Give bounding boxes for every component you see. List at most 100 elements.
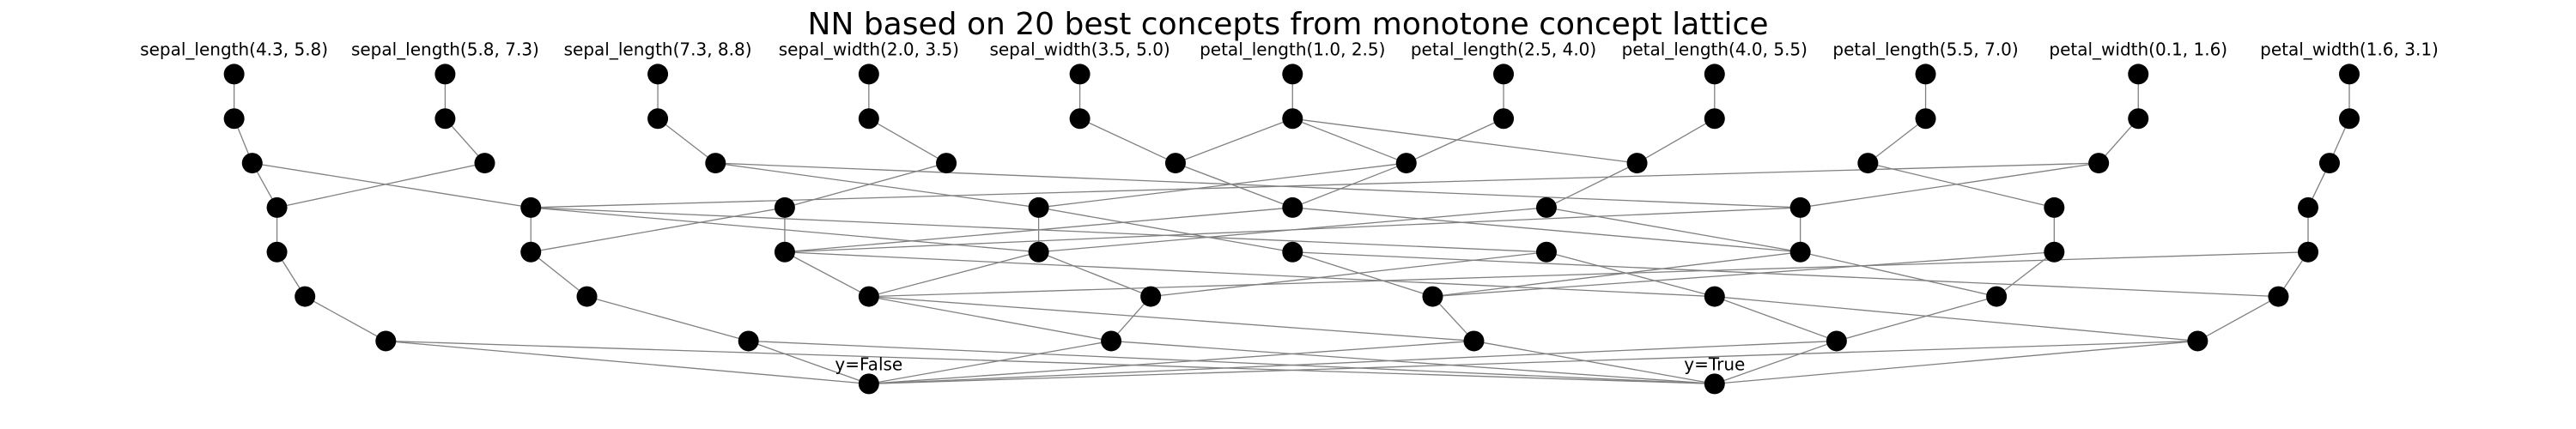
edge-d1-e1 <box>530 251 587 298</box>
edge-b2-c6 <box>715 162 1801 208</box>
edge-b2-c3 <box>715 162 1039 208</box>
edge-b8-c6 <box>1800 162 2099 208</box>
node-i5 <box>1282 63 1303 85</box>
edge-a2-b2 <box>657 118 716 164</box>
edge-e5-f5 <box>1714 295 2198 342</box>
edge-a5-b5 <box>1292 118 1406 164</box>
node-d3 <box>1028 241 1049 263</box>
node-b5 <box>1395 153 1417 174</box>
node-a6 <box>1493 108 1515 130</box>
edge-c5-d6 <box>1546 207 1801 253</box>
edge-d5-e5 <box>1546 251 1715 298</box>
edge-d6-e6 <box>1800 251 1997 298</box>
edge-a8-b7 <box>1867 118 1926 164</box>
node-d6 <box>1789 241 1811 263</box>
input-label-5: petal_length(1.0, 2.5) <box>1200 39 1385 59</box>
node-c0 <box>266 196 288 218</box>
edge-f5-oT <box>1714 340 2198 385</box>
node-d1 <box>520 241 542 263</box>
node-a10 <box>2339 108 2360 130</box>
node-e4 <box>1422 286 1443 307</box>
edge-c5-d3 <box>1038 207 1547 253</box>
node-i2 <box>647 63 669 85</box>
node-d8 <box>2298 241 2318 263</box>
edge-b5-c3 <box>1038 162 1406 208</box>
node-f3 <box>1463 330 1485 352</box>
node-d5 <box>1535 241 1557 263</box>
node-b3 <box>936 153 957 174</box>
edge-e6-f4 <box>1836 295 1997 342</box>
edge-f2-oT <box>1111 340 1715 385</box>
input-label-2: sepal_length(7.3, 8.8) <box>564 39 752 59</box>
node-f2 <box>1101 330 1122 352</box>
node-c5 <box>1535 196 1557 218</box>
node-f0 <box>375 330 397 352</box>
node-a7 <box>1704 108 1725 130</box>
edge-f5-oF <box>868 340 2198 385</box>
node-b8 <box>2088 153 2110 174</box>
edge-d4-e7 <box>1292 251 2279 298</box>
node-c2 <box>774 196 795 218</box>
node-a0 <box>223 108 245 130</box>
labels-layer: sepal_length(4.3, 5.8) sepal_length(5.8, … <box>140 39 2439 374</box>
input-label-6: petal_length(2.5, 4.0) <box>1411 39 1596 59</box>
node-b0 <box>241 153 263 174</box>
edge-d2-e5 <box>784 251 1715 298</box>
node-f1 <box>738 330 759 352</box>
edge-f1-oT <box>748 340 1715 385</box>
edge-d2-e2 <box>784 251 870 298</box>
node-i8 <box>1915 63 1936 85</box>
node-e0 <box>295 286 316 307</box>
node-e6 <box>1986 286 2008 307</box>
node-d2 <box>774 241 795 263</box>
node-b6 <box>1626 153 1648 174</box>
edge-f1-oF <box>748 340 870 384</box>
node-i4 <box>1069 63 1091 85</box>
input-label-1: sepal_length(5.8, 7.3) <box>351 39 539 59</box>
node-e7 <box>2268 286 2289 307</box>
edge-f0-oF <box>386 340 869 385</box>
node-i3 <box>858 63 879 85</box>
node-b9 <box>2318 153 2340 174</box>
node-i10 <box>2339 63 2360 85</box>
edge-f0-oT <box>386 340 1715 385</box>
edge-f2-oF <box>868 340 1112 385</box>
node-c8 <box>2298 196 2318 218</box>
node-oT <box>1704 373 1725 395</box>
node-a3 <box>858 108 879 130</box>
node-e2 <box>858 286 879 307</box>
edge-f4-oF <box>868 340 1837 385</box>
edge-a4-b4 <box>1079 118 1176 164</box>
edge-a3-b3 <box>868 118 947 164</box>
edge-d7-e6 <box>1996 251 2055 298</box>
input-label-7: petal_length(4.0, 5.5) <box>1622 39 1807 59</box>
edge-d6-e4 <box>1432 251 1801 298</box>
edge-e5-f4 <box>1714 295 1838 342</box>
edge-b4-c4 <box>1175 162 1293 208</box>
node-a1 <box>434 108 456 130</box>
node-i7 <box>1704 63 1725 85</box>
edge-a5-b6 <box>1292 118 1637 164</box>
edge-c1-b8 <box>531 162 2099 208</box>
edge-d4-e4 <box>1292 251 1433 298</box>
node-i6 <box>1493 63 1515 85</box>
edge-c4-d6 <box>1292 207 1801 253</box>
input-label-9: petal_width(0.1, 1.6) <box>2049 39 2227 59</box>
edge-b1-c0 <box>276 162 485 208</box>
edge-f4-oT <box>1714 340 1838 384</box>
node-a2 <box>647 108 669 130</box>
output-label-false: y=False <box>835 353 902 374</box>
edge-c3-d4 <box>1038 207 1293 253</box>
diagram-title: NN based on 20 best concepts from monoto… <box>808 7 1769 42</box>
edge-d3-e2 <box>868 251 1039 298</box>
edge-e2-f3 <box>868 295 1474 342</box>
node-b2 <box>705 153 726 174</box>
edge-e1-f1 <box>586 295 749 342</box>
node-a8 <box>1915 108 1936 130</box>
output-label-true: y=True <box>1684 353 1745 374</box>
node-c4 <box>1282 196 1303 218</box>
node-c6 <box>1789 196 1811 218</box>
edge-c2-d1 <box>531 207 786 253</box>
